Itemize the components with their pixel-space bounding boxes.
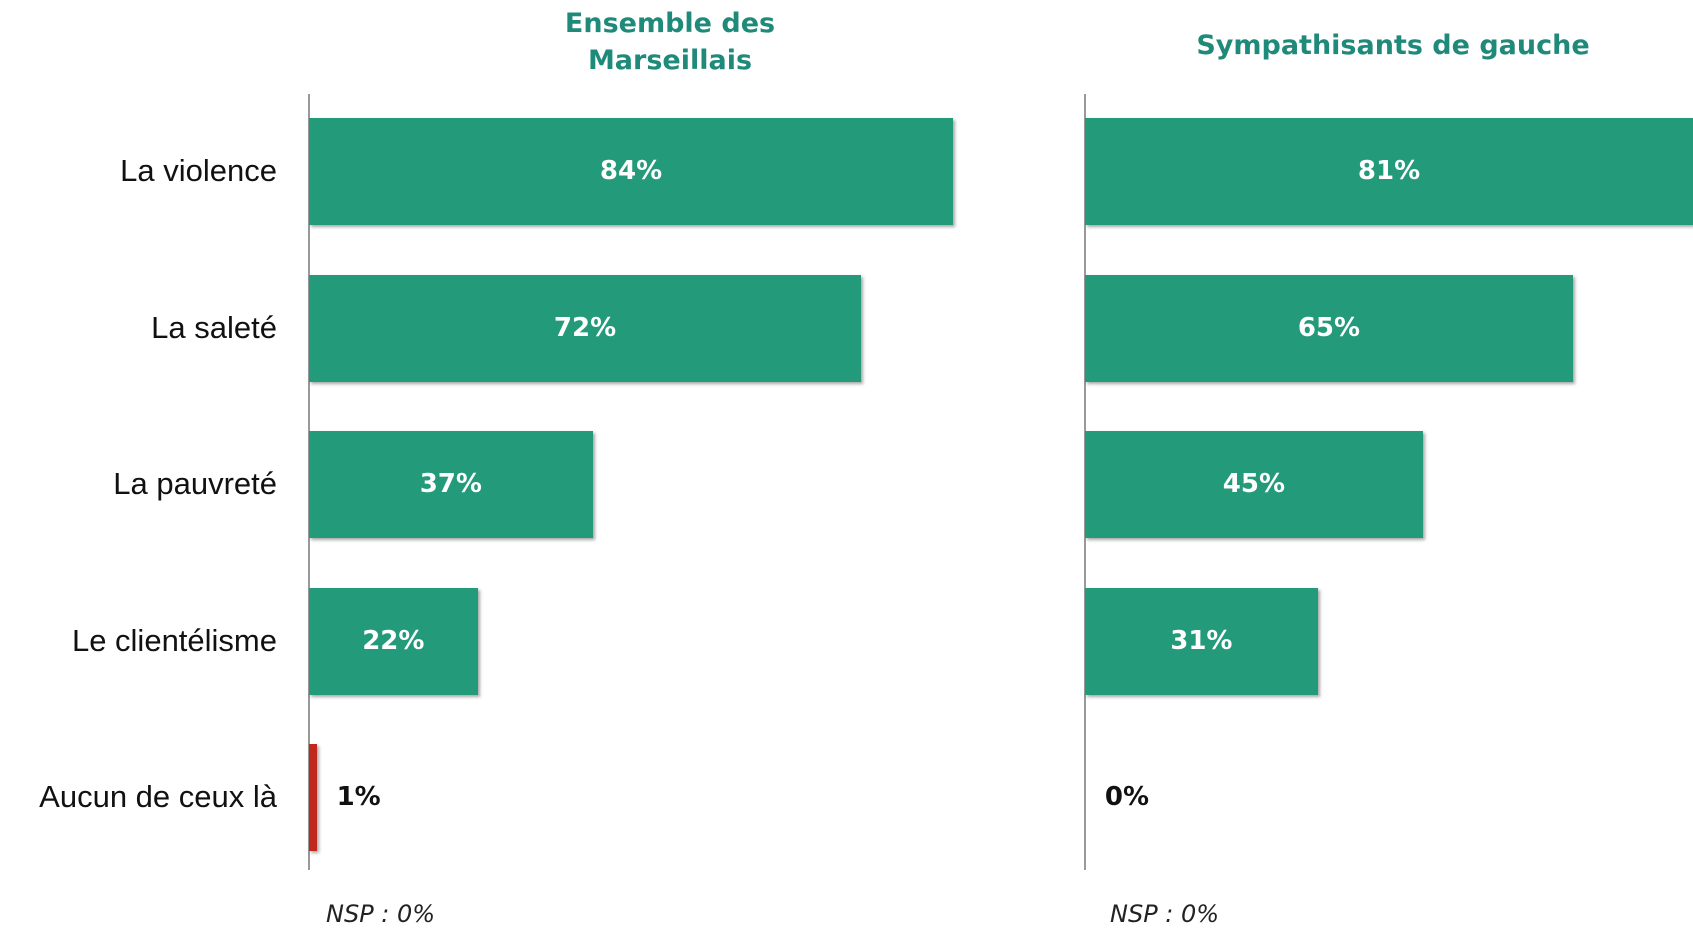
category-label: Aucun de ceux là [39,779,277,814]
value-label: 84% [599,156,663,186]
bar [309,587,478,695]
chart-title: Sympathisants de gauche [1196,30,1590,61]
bar [1085,430,1423,538]
bar [309,117,953,225]
annotation: NSP : 0% [1110,900,1220,928]
value-label: 45% [1222,469,1285,499]
bar [1085,587,1318,695]
value-label: 37% [419,469,482,499]
category-label: Le clientélisme [71,623,277,658]
category-label: La pauvreté [113,466,277,501]
value-label: 1% [336,782,381,812]
category-label: La violence [120,153,277,188]
value-label: 81% [1357,156,1421,186]
value-label: 22% [362,626,425,656]
bar [1085,117,1693,225]
bar [309,274,861,382]
value-label: 72% [553,313,617,343]
category-label: La saleté [151,310,277,345]
chart-title: Ensemble des Marseillais [564,8,776,76]
value-label: 31% [1170,626,1233,656]
bar [1085,274,1573,382]
value-label: 65% [1297,313,1361,343]
annotation: NSP : 0% [326,900,436,928]
value-label: 0% [1104,782,1150,812]
bar [309,743,317,851]
bar [309,430,593,538]
